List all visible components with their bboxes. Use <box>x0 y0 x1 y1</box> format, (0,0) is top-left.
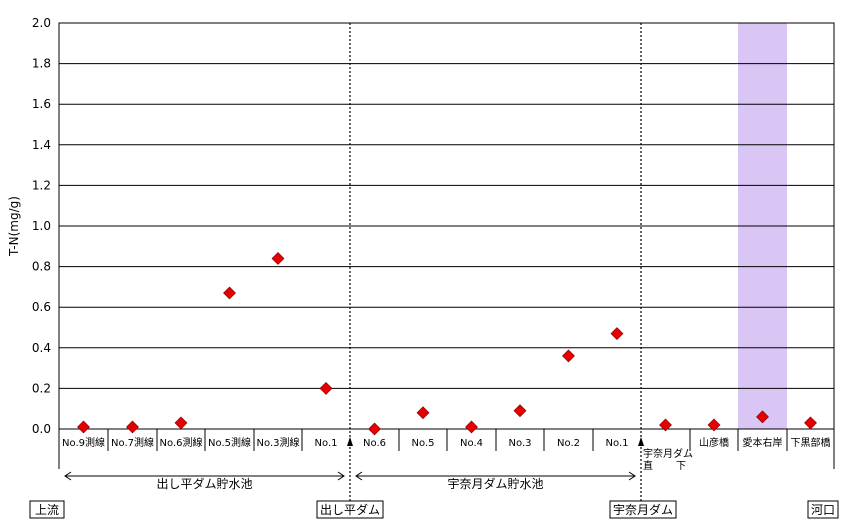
data-point <box>368 422 381 436</box>
y-tick-label: 0.0 <box>32 422 51 436</box>
data-point <box>271 252 285 265</box>
category-label: No.3 <box>509 438 532 449</box>
section-arrow-right <box>337 471 345 481</box>
y-tick-label: 0.2 <box>32 381 51 395</box>
category-label: No.6 <box>363 438 386 449</box>
y-tick-label: 0.8 <box>32 260 51 274</box>
data-point <box>659 418 672 432</box>
landmark-label: 出し平ダム <box>320 502 380 517</box>
landmark-box <box>807 500 839 519</box>
category-label: No.5測線 <box>208 436 251 449</box>
landmark-box <box>316 500 384 519</box>
category-label: 直 <box>643 459 653 472</box>
gridlines <box>59 22 834 430</box>
category-label: No.7測線 <box>111 436 154 449</box>
data-point <box>465 420 478 434</box>
dam-markers <box>347 23 644 516</box>
section-label: 宇奈月ダム貯水池 <box>447 476 543 491</box>
category-label: No.9測線 <box>62 436 105 449</box>
section-arrow-left <box>355 471 363 481</box>
landmark-label: 宇奈月ダム <box>613 502 673 517</box>
data-point <box>77 420 90 434</box>
data-point <box>126 420 139 434</box>
y-tick-label: 1.0 <box>32 219 51 233</box>
dam-arrow <box>638 437 644 446</box>
category-label: No.1 <box>315 438 338 449</box>
data-point <box>416 406 430 420</box>
category-label: 下 <box>676 461 686 472</box>
category-label: 愛本右岸 <box>743 436 783 449</box>
y-tick-labels: 0.0 0.2 0.4 0.6 0.8 1.0 1.2 1.4 1.6 1.8 2.0 <box>32 16 51 436</box>
landmark-label: 上流 <box>35 503 59 517</box>
y-tick-label: 0.6 <box>32 300 51 314</box>
data-point <box>513 404 527 418</box>
section-label: 出し平ダム貯水池 <box>156 476 252 491</box>
data-point <box>804 416 817 430</box>
landmarks: 上流 出し平ダム 宇奈月ダム 河口 <box>29 500 839 519</box>
category-label: 下黒部橋 <box>791 436 831 449</box>
data-point <box>562 349 575 363</box>
category-label: No.2 <box>557 438 580 449</box>
category-label: No.5 <box>412 438 435 449</box>
y-tick-label: 1.4 <box>32 138 51 152</box>
category-label: 宇奈月ダム <box>643 447 693 460</box>
data-points <box>77 252 817 436</box>
y-tick-label: 1.6 <box>32 97 51 111</box>
category-label: No.6測線 <box>160 436 203 449</box>
data-point <box>610 327 624 341</box>
landmark-box <box>29 500 65 519</box>
category-separators <box>58 429 835 469</box>
y-axis-label: T-N(mg/g) <box>7 196 21 257</box>
category-label: No.4 <box>460 438 483 449</box>
sections: 出し平ダム貯水池 宇奈月ダム貯水池 <box>64 471 636 491</box>
category-labels: No.9測線 No.7測線 No.6測線 No.5測線 No.3測線 No.1 No.6 No… <box>62 436 830 472</box>
landmark-box <box>609 500 677 519</box>
category-label: 山彦橋 <box>699 436 729 449</box>
category-label: No.3測線 <box>257 436 300 449</box>
y-tick-label: 1.2 <box>32 178 51 192</box>
y-tick-label: 1.8 <box>32 57 51 71</box>
section-arrow-left <box>64 471 72 481</box>
data-point <box>319 381 333 395</box>
data-point <box>223 286 236 300</box>
data-point <box>707 418 721 432</box>
y-tick-label: 2.0 <box>32 16 51 30</box>
dam-arrow <box>347 437 353 446</box>
landmark-label: 河口 <box>811 503 835 517</box>
category-label: No.1 <box>606 438 629 449</box>
section-arrow-right <box>628 471 636 481</box>
data-point <box>174 416 188 430</box>
data-point <box>756 410 769 424</box>
y-tick-label: 0.4 <box>32 341 51 355</box>
